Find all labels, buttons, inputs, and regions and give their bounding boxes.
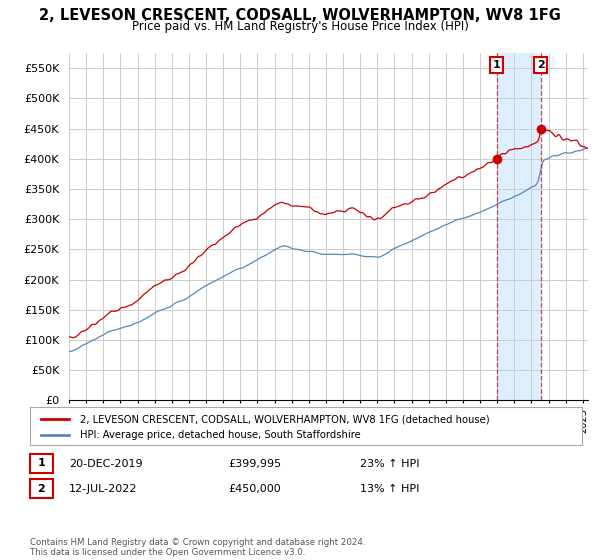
Text: 1: 1 — [38, 459, 45, 468]
Text: Price paid vs. HM Land Registry's House Price Index (HPI): Price paid vs. HM Land Registry's House … — [131, 20, 469, 32]
Text: 2: 2 — [38, 484, 45, 493]
Text: Contains HM Land Registry data © Crown copyright and database right 2024.
This d: Contains HM Land Registry data © Crown c… — [30, 538, 365, 557]
Text: 20-DEC-2019: 20-DEC-2019 — [69, 459, 143, 469]
Text: £450,000: £450,000 — [228, 484, 281, 494]
Text: HPI: Average price, detached house, South Staffordshire: HPI: Average price, detached house, Sout… — [80, 430, 361, 440]
Text: 23% ↑ HPI: 23% ↑ HPI — [360, 459, 419, 469]
Text: 12-JUL-2022: 12-JUL-2022 — [69, 484, 137, 494]
Text: 2: 2 — [537, 60, 545, 70]
Text: 2, LEVESON CRESCENT, CODSALL, WOLVERHAMPTON, WV8 1FG: 2, LEVESON CRESCENT, CODSALL, WOLVERHAMP… — [39, 8, 561, 24]
Text: 13% ↑ HPI: 13% ↑ HPI — [360, 484, 419, 494]
Text: £399,995: £399,995 — [228, 459, 281, 469]
Text: 2, LEVESON CRESCENT, CODSALL, WOLVERHAMPTON, WV8 1FG (detached house): 2, LEVESON CRESCENT, CODSALL, WOLVERHAMP… — [80, 414, 490, 424]
Text: 1: 1 — [493, 60, 500, 70]
Bar — [497, 53, 541, 400]
